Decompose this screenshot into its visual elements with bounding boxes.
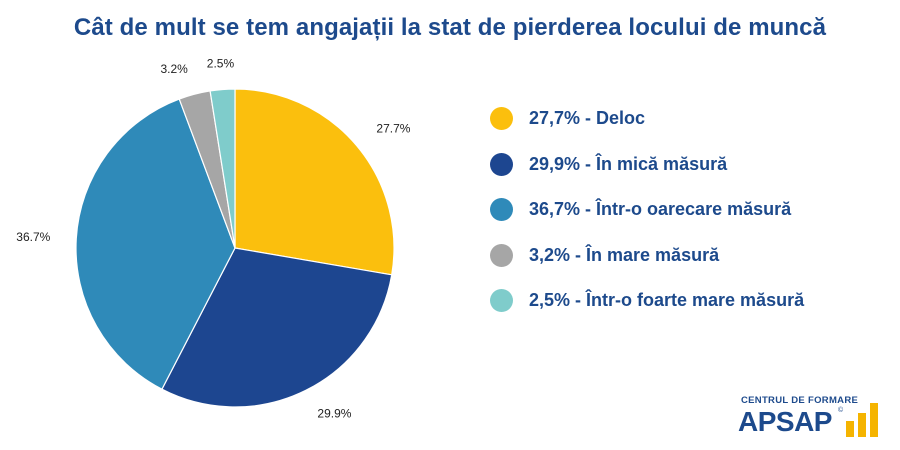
legend-label-2: 36,7% - Într-o oarecare măsură bbox=[529, 199, 792, 220]
legend-item-4: 2,5% - Într-o foarte mare măsură bbox=[490, 278, 804, 324]
legend-label-0: 27,7% - Deloc bbox=[529, 108, 646, 129]
legend-item-0: 27,7% - Deloc bbox=[490, 96, 804, 142]
legend: 27,7% - Deloc 29,9% - În mică măsură 36,7%… bbox=[490, 96, 804, 324]
slice-label-4: 2.5% bbox=[207, 57, 235, 71]
legend-swatch-4 bbox=[490, 289, 513, 313]
pie-slice-2 bbox=[75, 98, 236, 391]
slice-label-0: 27.7% bbox=[376, 122, 410, 136]
legend-label-1: 29,9% - În mică măsură bbox=[529, 153, 728, 174]
pie-slice-4 bbox=[209, 88, 236, 249]
legend-swatch-3 bbox=[490, 243, 513, 267]
chart-title: Cât de mult se tem angajații la stat de … bbox=[73, 14, 827, 41]
logo-bars-icon bbox=[846, 401, 886, 437]
legend-swatch-1 bbox=[490, 152, 513, 176]
legend-swatch-2 bbox=[490, 198, 513, 222]
legend-item-2: 36,7% - Într-o oarecare măsură bbox=[490, 187, 804, 233]
slice-label-1: 29.9% bbox=[317, 407, 351, 421]
legend-item-3: 3,2% - În mare măsură bbox=[490, 233, 804, 279]
legend-item-1: 29,9% - În mică măsură bbox=[490, 142, 804, 188]
logo-registered-mark: © bbox=[838, 407, 844, 414]
legend-swatch-0 bbox=[490, 107, 513, 131]
logo-name: APSAP bbox=[738, 406, 832, 437]
pie-slice-0 bbox=[234, 88, 395, 276]
apsap-logo: CENTRUL DE FORMARE APSAP © bbox=[738, 395, 888, 440]
logo-subtitle: CENTRUL DE FORMARE bbox=[741, 395, 859, 406]
slice-label-2: 36.7% bbox=[16, 230, 50, 244]
legend-label-4: 2,5% - Într-o foarte mare măsură bbox=[529, 290, 805, 311]
legend-label-3: 3,2% - În mare măsură bbox=[529, 244, 720, 265]
slice-label-3: 3.2% bbox=[161, 62, 189, 76]
pie-slice-1 bbox=[161, 247, 393, 408]
